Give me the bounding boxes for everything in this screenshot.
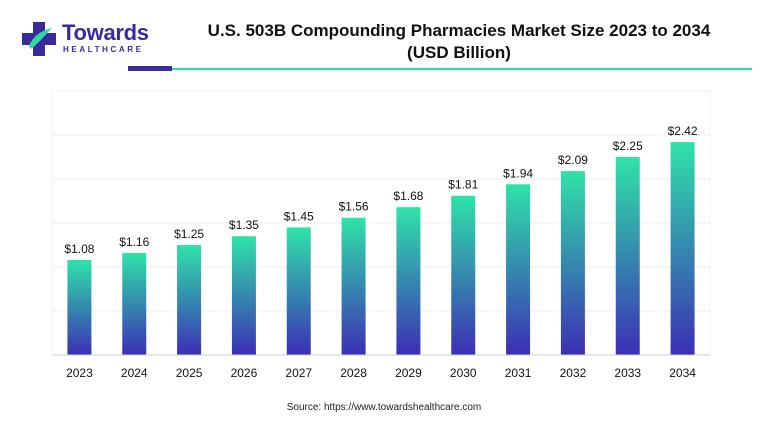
x-tick-2033: 2033 <box>614 366 641 380</box>
value-label-2033: $2.25 <box>613 139 643 153</box>
value-label-2030: $1.81 <box>448 178 478 192</box>
x-tick-2028: 2028 <box>340 366 367 380</box>
value-label-2024: $1.16 <box>119 235 149 249</box>
brand-name: Towards <box>62 20 149 45</box>
value-label-2034: $2.42 <box>668 124 698 138</box>
title-line-1: U.S. 503B Compounding Pharmacies Market … <box>207 21 711 40</box>
x-tick-2031: 2031 <box>505 366 532 380</box>
bar-2029 <box>396 207 421 355</box>
bar-2027 <box>286 227 311 355</box>
value-label-2025: $1.25 <box>174 227 204 241</box>
x-tick-2026: 2026 <box>231 366 258 380</box>
x-tick-2024: 2024 <box>121 366 148 380</box>
value-label-2026: $1.35 <box>229 218 259 232</box>
x-tick-2030: 2030 <box>450 366 477 380</box>
bar-2031 <box>506 184 531 355</box>
x-tick-2025: 2025 <box>176 366 203 380</box>
value-label-2032: $2.09 <box>558 153 588 167</box>
brand-logo: Towards HEALTHCARE <box>22 20 152 60</box>
x-tick-2029: 2029 <box>395 366 422 380</box>
bar-2034 <box>670 142 695 355</box>
header-divider-accent <box>128 66 172 71</box>
x-tick-2023: 2023 <box>66 366 93 380</box>
source-note: Source: https://www.towardshealthcare.co… <box>286 402 482 413</box>
value-label-2031: $1.94 <box>503 166 533 180</box>
bar-2030 <box>451 195 476 355</box>
brand-subtitle: HEALTHCARE <box>63 45 144 54</box>
title-line-2: (USD Billion) <box>407 43 511 62</box>
medical-cross-icon <box>22 22 56 56</box>
bar-2026 <box>231 236 256 355</box>
bar-2023 <box>67 259 92 355</box>
value-label-2023: $1.08 <box>64 242 94 256</box>
x-tick-2027: 2027 <box>285 366 312 380</box>
page-title: U.S. 503B Compounding Pharmacies Market … <box>160 20 758 64</box>
value-label-2027: $1.45 <box>284 209 314 223</box>
bar-2033 <box>615 157 640 355</box>
header-divider <box>172 68 752 70</box>
x-tick-2034: 2034 <box>669 366 696 380</box>
value-label-2029: $1.68 <box>393 189 423 203</box>
bar-2032 <box>560 171 585 355</box>
bar-2025 <box>177 245 202 355</box>
bar-2028 <box>341 217 366 355</box>
x-tick-2032: 2032 <box>560 366 587 380</box>
bar-chart: $1.08 $1.16 $1.25 $1.35 $1.45 $1.56 $1.68 $1.81… <box>51 90 711 380</box>
bar-2024 <box>122 252 147 355</box>
value-label-2028: $1.56 <box>339 200 369 214</box>
